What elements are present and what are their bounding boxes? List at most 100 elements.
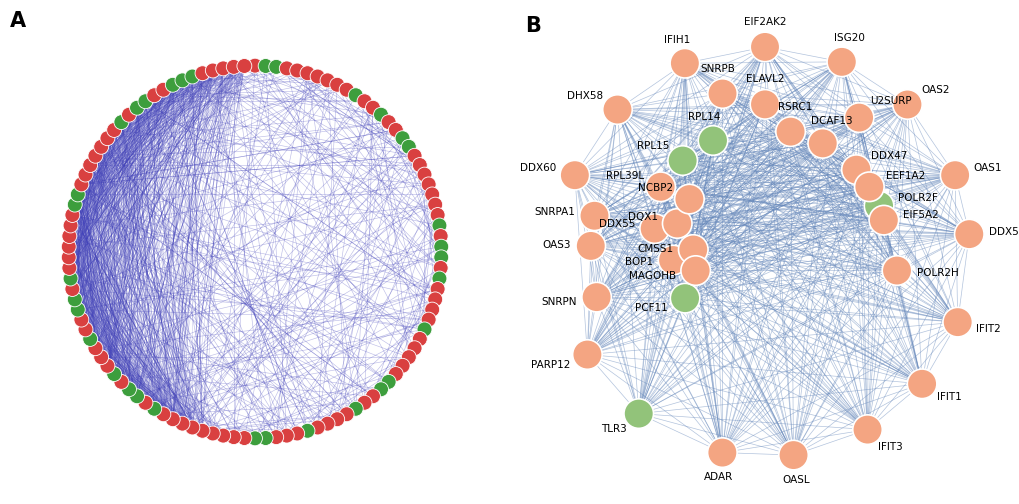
Circle shape	[70, 302, 86, 317]
Circle shape	[430, 282, 444, 296]
Text: POLR2H: POLR2H	[916, 268, 958, 278]
Circle shape	[236, 430, 252, 446]
Circle shape	[347, 401, 363, 416]
Circle shape	[707, 79, 737, 108]
Circle shape	[70, 187, 86, 202]
Text: ISG20: ISG20	[834, 33, 864, 43]
Circle shape	[863, 191, 893, 221]
Circle shape	[67, 292, 83, 307]
Circle shape	[394, 131, 410, 146]
Text: DDX47: DDX47	[870, 151, 907, 161]
Circle shape	[942, 307, 971, 337]
Circle shape	[417, 167, 431, 182]
Circle shape	[94, 140, 109, 154]
Text: B: B	[525, 16, 540, 36]
Circle shape	[226, 59, 240, 74]
Circle shape	[433, 229, 447, 243]
Text: RPL39L: RPL39L	[605, 171, 643, 181]
Circle shape	[107, 122, 121, 138]
Circle shape	[639, 214, 668, 243]
Circle shape	[226, 430, 240, 445]
Text: SNRPB: SNRPB	[699, 64, 734, 74]
Circle shape	[400, 350, 416, 364]
Circle shape	[852, 415, 881, 445]
Text: PCF11: PCF11	[635, 303, 667, 313]
Circle shape	[165, 77, 180, 92]
Text: U2SURP: U2SURP	[869, 96, 911, 106]
Circle shape	[681, 256, 710, 285]
Text: OAS2: OAS2	[920, 85, 949, 95]
Circle shape	[707, 438, 737, 467]
Circle shape	[269, 59, 283, 74]
Circle shape	[310, 420, 325, 435]
Circle shape	[339, 82, 354, 97]
Circle shape	[427, 197, 442, 212]
Circle shape	[258, 430, 273, 446]
Circle shape	[407, 341, 422, 356]
Circle shape	[669, 48, 699, 78]
Circle shape	[433, 250, 448, 265]
Circle shape	[65, 208, 79, 222]
Circle shape	[892, 90, 921, 119]
Circle shape	[205, 426, 220, 441]
Circle shape	[388, 122, 403, 138]
Circle shape	[195, 423, 210, 438]
Circle shape	[184, 69, 200, 84]
Circle shape	[841, 155, 870, 184]
Circle shape	[73, 177, 89, 192]
Circle shape	[114, 374, 128, 389]
Circle shape	[78, 167, 93, 182]
Circle shape	[576, 231, 605, 261]
Circle shape	[61, 239, 76, 254]
Circle shape	[645, 172, 675, 202]
Text: DQX1: DQX1	[628, 212, 657, 222]
Circle shape	[129, 100, 145, 115]
Text: DCAF13: DCAF13	[810, 116, 852, 125]
Circle shape	[674, 184, 703, 214]
Circle shape	[195, 66, 210, 81]
Circle shape	[147, 401, 162, 416]
Circle shape	[667, 146, 697, 175]
Circle shape	[78, 322, 93, 337]
Circle shape	[777, 440, 807, 470]
Circle shape	[65, 282, 79, 296]
Text: A: A	[10, 11, 26, 31]
Circle shape	[421, 312, 436, 327]
Circle shape	[775, 117, 805, 147]
Circle shape	[310, 69, 325, 84]
Text: MAGOHB: MAGOHB	[629, 271, 676, 281]
Circle shape	[289, 426, 305, 441]
Circle shape	[433, 239, 448, 254]
Text: RSRC1: RSRC1	[776, 102, 811, 112]
Circle shape	[844, 103, 873, 133]
Text: ELAVL2: ELAVL2	[745, 75, 784, 84]
Circle shape	[412, 332, 427, 346]
Circle shape	[698, 125, 728, 155]
Circle shape	[430, 208, 444, 222]
Circle shape	[388, 366, 403, 382]
Circle shape	[63, 218, 77, 233]
Circle shape	[407, 148, 422, 163]
Circle shape	[432, 271, 446, 286]
Circle shape	[61, 250, 76, 265]
Text: OAS3: OAS3	[542, 240, 571, 250]
Text: CMSS1: CMSS1	[637, 244, 673, 254]
Circle shape	[661, 209, 691, 238]
Text: POLR2F: POLR2F	[897, 194, 936, 204]
Circle shape	[279, 61, 293, 76]
Circle shape	[147, 88, 162, 103]
Circle shape	[67, 197, 83, 212]
Circle shape	[289, 63, 305, 78]
Text: SNRPA1: SNRPA1	[534, 207, 575, 217]
Circle shape	[121, 382, 137, 397]
Text: RPL15: RPL15	[636, 141, 668, 151]
Circle shape	[205, 63, 220, 78]
Circle shape	[63, 271, 77, 286]
Circle shape	[216, 428, 230, 443]
Circle shape	[381, 374, 395, 389]
Text: EIF2AK2: EIF2AK2	[743, 17, 786, 27]
Circle shape	[432, 218, 446, 233]
Circle shape	[624, 399, 653, 428]
Circle shape	[269, 430, 283, 445]
Circle shape	[100, 131, 115, 146]
